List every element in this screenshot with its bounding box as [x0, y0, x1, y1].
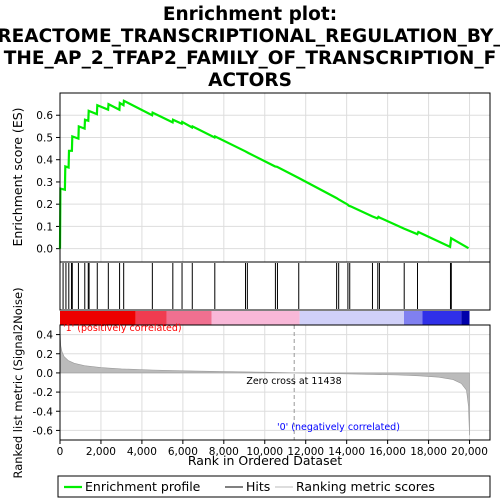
- x-axis-label: Rank in Ordered Dataset: [188, 453, 342, 468]
- es-ytick-label: 0.0: [36, 244, 53, 256]
- color-bar-segment: [422, 311, 462, 325]
- es-ytick-label: 0.5: [36, 132, 53, 144]
- x-tick-label: 14,000: [328, 446, 365, 458]
- negative-correlated-label: '0' (negatively correlated): [277, 422, 400, 433]
- chart-title: Enrichment plot:REACTOME_TRANSCRIPTIONAL…: [0, 4, 500, 91]
- x-tick-label: 6,000: [168, 446, 198, 458]
- es-ytick-label: 0.4: [36, 155, 53, 167]
- rank-ytick-label: -0.6: [33, 425, 54, 437]
- hits-panel: [59, 261, 491, 325]
- rank-plot-area: [60, 325, 490, 440]
- x-tick-label: 18,000: [410, 446, 447, 458]
- es-ytick-label: 0.3: [36, 177, 53, 189]
- zero-cross-label: Zero cross at 11438: [246, 376, 341, 387]
- legend-label: Enrichment profile: [85, 479, 201, 494]
- legend: Enrichment profile Hits Ranking metric sco…: [57, 475, 491, 498]
- title-line-0: Enrichment plot:: [163, 4, 337, 25]
- color-bar-segment: [135, 311, 167, 325]
- legend-label: Ranking metric scores: [296, 479, 435, 494]
- title-line-1: REACTOME_TRANSCRIPTIONAL_REGULATION_BY_: [0, 26, 500, 47]
- x-tick-label: 8,000: [209, 446, 239, 458]
- es-plot-area: [60, 93, 490, 262]
- x-tick-label: 0: [57, 446, 64, 458]
- es-ytick-label: 0.6: [36, 110, 53, 122]
- color-bar-segment: [60, 311, 136, 325]
- es-ylabel: Enrichment score (ES): [10, 107, 25, 246]
- title-line-3: ACTORS: [208, 70, 292, 91]
- x-tick-label: 2,000: [86, 446, 116, 458]
- rank-panel: 0.4 0.2 0.0 -0.2 -0.4 -0.60 2,000 4,000 6,000 8,0…: [33, 324, 491, 458]
- rank-ytick-label: 0.0: [36, 368, 53, 380]
- legend-label: Hits: [246, 479, 270, 494]
- rank-frame: [59, 324, 491, 441]
- rank-ytick-label: 0.4: [36, 330, 53, 342]
- enrichment-profile-line: [58, 99, 470, 250]
- positive-correlated-label: '1' (positively correlated): [63, 323, 182, 334]
- es-panel: 0.0 0.1 0.2 0.3 0.4 0.5 0.6: [36, 92, 491, 263]
- color-bar-segment: [211, 311, 300, 325]
- rank-ytick-label: -0.4: [33, 406, 54, 418]
- es-ytick-label: 0.2: [36, 199, 53, 211]
- rank-ytick-label: 0.2: [36, 349, 53, 361]
- x-tick-label: 12,000: [287, 446, 324, 458]
- x-tick-label: 16,000: [369, 446, 406, 458]
- legend-frame: [57, 475, 491, 498]
- color-bar-segment: [299, 311, 404, 325]
- rank-ytick-label: -0.2: [33, 387, 54, 399]
- rank-ylabel: Ranked list metric (Signal2Noise): [11, 287, 25, 478]
- color-bar-segment: [166, 311, 212, 325]
- x-tick-label: 4,000: [127, 446, 157, 458]
- x-tick-label: 20,000: [451, 446, 488, 458]
- es-ytick-label: 0.1: [36, 221, 53, 233]
- ranking-metric-area: [59, 328, 470, 436]
- color-bar-segment: [461, 311, 470, 325]
- x-tick-label: 10,000: [246, 446, 283, 458]
- color-bar-segment: [404, 311, 423, 325]
- title-line-2: THE_AP_2_TFAP2_FAMILY_OF_TRANSCRIPTION_F: [4, 48, 497, 69]
